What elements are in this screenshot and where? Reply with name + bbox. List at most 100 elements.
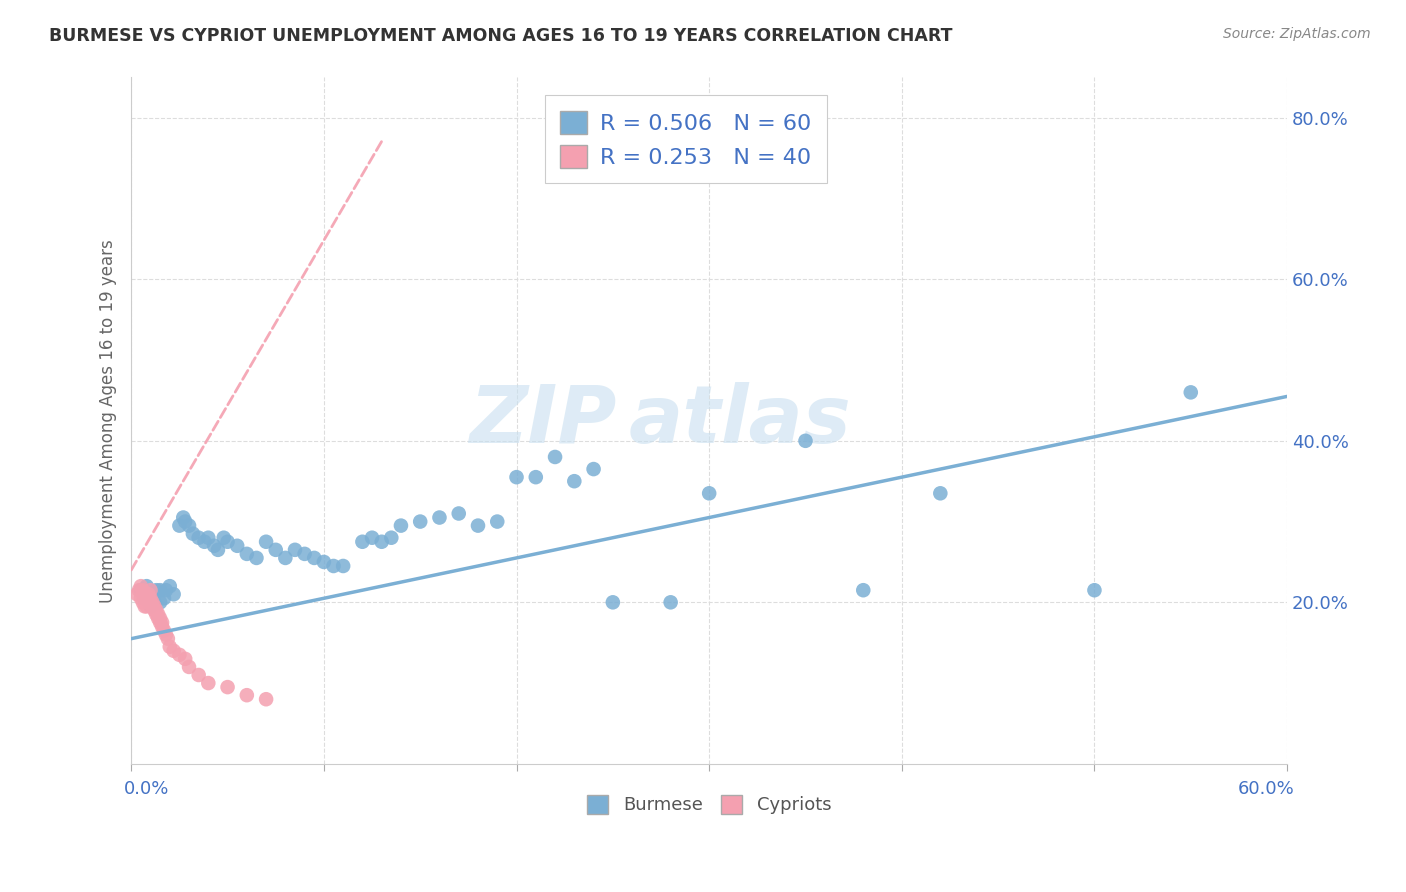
Y-axis label: Unemployment Among Ages 16 to 19 years: Unemployment Among Ages 16 to 19 years <box>100 239 117 602</box>
Text: BURMESE VS CYPRIOT UNEMPLOYMENT AMONG AGES 16 TO 19 YEARS CORRELATION CHART: BURMESE VS CYPRIOT UNEMPLOYMENT AMONG AG… <box>49 27 953 45</box>
Point <box>659 595 682 609</box>
Point <box>162 644 184 658</box>
Point <box>312 555 335 569</box>
Point <box>207 542 229 557</box>
Point <box>447 507 470 521</box>
Point <box>138 595 160 609</box>
Point <box>202 539 225 553</box>
Point <box>274 550 297 565</box>
Point <box>138 587 160 601</box>
Point <box>129 591 152 606</box>
Point <box>143 603 166 617</box>
Point <box>139 583 162 598</box>
Point <box>1180 385 1202 400</box>
Point <box>155 583 177 598</box>
Point <box>150 619 173 633</box>
Point <box>187 668 209 682</box>
Point <box>156 632 179 646</box>
Point <box>177 518 200 533</box>
Point <box>217 534 239 549</box>
Text: Source: ZipAtlas.com: Source: ZipAtlas.com <box>1223 27 1371 41</box>
Point <box>389 518 412 533</box>
Point <box>544 450 567 464</box>
Point <box>852 583 875 598</box>
Point <box>187 531 209 545</box>
Point <box>145 583 167 598</box>
Point <box>153 624 176 638</box>
Point <box>212 531 235 545</box>
Point <box>361 531 384 545</box>
Point <box>149 615 172 630</box>
Point <box>794 434 817 448</box>
Point <box>562 474 585 488</box>
Point <box>141 595 163 609</box>
Point <box>169 648 191 662</box>
Point <box>134 587 156 601</box>
Point <box>181 526 204 541</box>
Point <box>129 583 152 598</box>
Point <box>294 547 316 561</box>
Point <box>134 599 156 614</box>
Point <box>582 462 605 476</box>
Point <box>697 486 720 500</box>
Point <box>169 518 191 533</box>
Point <box>159 640 181 654</box>
Point <box>129 579 152 593</box>
Point <box>380 531 402 545</box>
Point <box>162 587 184 601</box>
Text: ZIP: ZIP <box>470 382 617 459</box>
Point <box>125 587 148 601</box>
Point <box>145 607 167 622</box>
Point <box>177 660 200 674</box>
Point <box>174 652 197 666</box>
Point <box>304 550 326 565</box>
Point <box>197 676 219 690</box>
Point <box>135 579 157 593</box>
Point <box>467 518 489 533</box>
Point <box>322 559 344 574</box>
Point <box>143 599 166 614</box>
Point <box>143 595 166 609</box>
Point <box>145 603 167 617</box>
Point <box>193 534 215 549</box>
Point <box>1083 583 1105 598</box>
Point <box>254 692 277 706</box>
Text: atlas: atlas <box>628 382 851 459</box>
Point <box>150 615 173 630</box>
Point <box>148 611 170 625</box>
Point <box>524 470 547 484</box>
Point <box>139 591 162 606</box>
Point <box>217 680 239 694</box>
Point <box>264 542 287 557</box>
Point <box>370 534 392 549</box>
Point <box>429 510 451 524</box>
Point <box>602 595 624 609</box>
Point <box>226 539 249 553</box>
Point <box>139 599 162 614</box>
Point <box>236 688 259 702</box>
Point <box>284 542 307 557</box>
Point <box>254 534 277 549</box>
Point <box>153 591 176 606</box>
Point <box>486 515 509 529</box>
Point <box>132 583 155 598</box>
Text: 0.0%: 0.0% <box>124 780 170 798</box>
Point <box>139 595 162 609</box>
Point <box>135 591 157 606</box>
Point <box>149 595 172 609</box>
Point <box>236 547 259 561</box>
Point <box>159 579 181 593</box>
Point <box>245 550 267 565</box>
Point <box>352 534 374 549</box>
Point <box>148 607 170 622</box>
Point <box>155 627 177 641</box>
Point <box>135 599 157 614</box>
Point <box>332 559 354 574</box>
Point <box>197 531 219 545</box>
Point <box>172 510 194 524</box>
Point <box>149 583 172 598</box>
Point <box>929 486 952 500</box>
Point <box>141 599 163 614</box>
Point <box>128 583 150 598</box>
Point <box>132 595 155 609</box>
